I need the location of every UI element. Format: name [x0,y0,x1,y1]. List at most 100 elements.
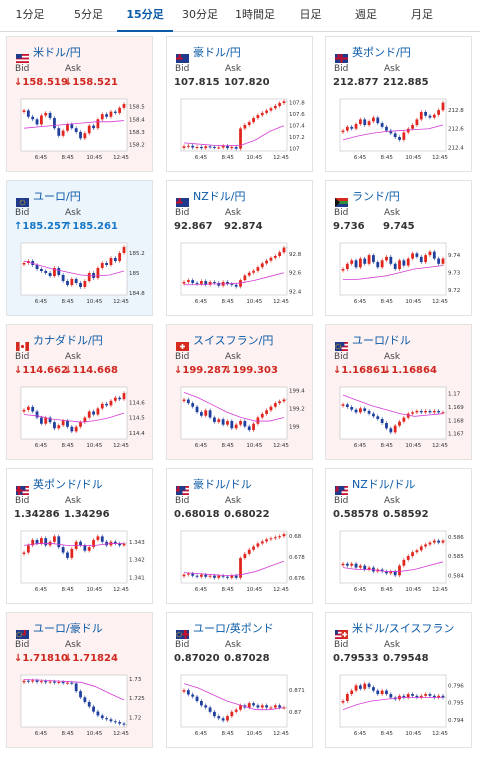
candle-body [239,280,242,287]
candle-body [243,421,247,427]
bid-price: ↓1.16861 [333,365,387,376]
mini-candlestick-chart[interactable]: 1.73 1.725 1.72 6:45 8:45 10:45 12:45 [13,671,149,745]
x-tick-label: 12:45 [273,587,289,593]
pair-name-link[interactable]: ユーロ/英ポンド [193,622,274,635]
candle-body [230,283,234,285]
candle-body [109,719,113,722]
rate-card[interactable]: ユーロ/英ポンド Bid Ask 0.87020 0.87028 0.871 0.87 6:4… [166,612,313,748]
pair-name-link[interactable]: 豪ドル/円 [193,46,241,59]
candle-body [398,565,401,576]
mini-candlestick-chart[interactable]: 158.5 158.4 158.3 158.2 6:45 8:45 10:45 12:45 [13,95,149,169]
pair-name-link[interactable]: スイスフラン/円 [193,334,274,347]
candle-body [428,115,432,118]
mini-candlestick-chart[interactable]: 1.343 1.342 1.341 6:45 8:45 10:45 12:45 [13,527,149,601]
x-tick-label: 6:45 [195,155,208,161]
pair-name-link[interactable]: 豪ドル/ドル [193,478,252,491]
ask-label: Ask [65,352,82,362]
mini-candlestick-chart[interactable]: 212.8 212.6 212.4 6:45 8:45 10:45 12:45 [332,95,468,169]
x-tick-label: 8:45 [221,587,234,593]
pair-name-link[interactable]: ユーロ/豪ドル [33,622,103,635]
rate-card[interactable]: カナダドル/円 Bid Ask ↓114.662 ↓114.668 114.6 114.5 1… [6,324,153,460]
x-tick-label: 6:45 [35,443,48,449]
candle-body [186,145,190,147]
mini-candlestick-chart[interactable]: 1.17 1.169 1.168 1.167 6:45 8:45 10:45 12:45 [332,383,468,457]
pair-name-link[interactable]: 米ドル/スイスフラン [352,622,455,635]
pair-name-link[interactable]: 英ポンド/ドル [33,478,103,491]
rate-card[interactable]: 英ポンド/ドル Bid Ask 1.34286 1.34296 1.343 1.342 1.3… [6,468,153,604]
candle-body [118,107,122,113]
rate-card[interactable]: 英ポンド/円 Bid Ask 212.877 212.885 212.8 212.6 212.… [325,36,472,172]
candle-body [437,695,441,698]
ask-price: ↑185.261 [64,221,118,232]
rate-card[interactable]: NZドル/円 Bid Ask 92.867 92.874 92.8 92.6 92.4 6:45… [166,180,313,316]
candle-body [380,569,384,572]
rate-card[interactable]: ユーロ/ドル Bid Ask ↓1.16861 ↓1.16864 1.17 1.169 1.1… [325,324,472,460]
tab-7[interactable]: 月足 [411,8,433,21]
rate-card[interactable]: スイスフラン/円 Bid Ask ↓199.287 ↓199.303 199.4 199.2… [166,324,313,460]
mini-candlestick-chart[interactable]: 92.8 92.6 92.4 6:45 8:45 10:45 12:45 [173,239,309,313]
candle-body [39,538,43,544]
rate-card[interactable]: 米ドル/円 Bid Ask ↓158.519 ↓158.521 158.5 158.4 158… [6,36,153,172]
x-tick-label: 12:45 [113,155,129,161]
x-tick-label: 10:45 [246,731,262,737]
rate-card[interactable]: 米ドル/スイスフラン Bid Ask 0.79533 0.79548 0.796 0.795… [325,612,472,748]
pair-name-link[interactable]: ユーロ/ドル [352,334,411,347]
pair-name-link[interactable]: NZドル/ドル [352,478,416,491]
candle-body [109,258,113,265]
ask-label: Ask [65,640,82,650]
candle-body [367,411,371,414]
rate-card[interactable]: ユーロ/円 Bid Ask ↑185.257 ↑185.261 185.2 185 184.8… [6,180,153,316]
candle-body [437,540,441,543]
tab-1[interactable]: 5分足 [74,8,103,21]
mini-candlestick-chart[interactable]: 9.74 9.73 9.72 6:45 8:45 10:45 12:45 [332,239,468,313]
tab-2[interactable]: 15分足 [117,0,173,32]
candle-body [191,403,195,407]
rate-card[interactable]: 豪ドル/ドル Bid Ask 0.68018 0.68022 0.68 0.678 0.676… [166,468,313,604]
plot-frame [339,386,447,440]
ask-price: 0.68022 [224,509,270,520]
mini-candlestick-chart[interactable]: 107.8 107.6 107.4 107.2 107 6:45 8:45 10:45 12:4… [173,95,309,169]
tab-6[interactable]: 週足 [355,8,377,21]
bid-price: 92.867 [174,221,213,232]
candle-body [100,403,104,409]
rate-card[interactable]: NZドル/ドル Bid Ask 0.58578 0.58592 0.586 0.585 0.5… [325,468,472,604]
bid-label: Bid [15,352,30,362]
candle-body [428,694,432,696]
bid-price: 0.79533 [333,653,379,664]
mini-candlestick-chart[interactable]: 185.2 185 184.8 6:45 8:45 10:45 12:45 [13,239,149,313]
candle-body [79,283,82,287]
pair-name-link[interactable]: 米ドル/円 [33,46,81,59]
candle-body [402,260,406,266]
pair-name-link[interactable]: NZドル/円 [193,190,246,203]
rate-card[interactable]: 豪ドル/円 Bid Ask 107.815 107.820 107.8 107.6 107.4… [166,36,313,172]
tab-4[interactable]: 1時間足 [235,8,275,21]
candle-body [278,705,282,708]
pair-name-link[interactable]: ユーロ/円 [33,190,81,203]
pair-name-link[interactable]: 英ポンド/円 [352,46,411,59]
tab-3[interactable]: 30分足 [182,8,218,21]
tab-0[interactable]: 1分足 [15,8,45,21]
bid-label: Bid [15,640,30,650]
candle-body [199,281,203,284]
candle-body [35,265,39,269]
mini-candlestick-chart[interactable]: 0.586 0.585 0.584 6:45 8:45 10:45 12:45 [332,527,468,601]
candle-body [432,540,436,543]
tab-5[interactable]: 日足 [299,8,322,21]
candle-body [419,256,423,263]
rate-card[interactable]: ユーロ/豪ドル Bid Ask ↓1.71810 ↓1.71824 1.73 1.725 1.… [6,612,153,748]
y-tick-label: 107.6 [289,112,305,118]
pair-name-link[interactable]: カナダドル/円 [33,334,103,347]
mini-candlestick-chart[interactable]: 0.871 0.87 6:45 8:45 10:45 12:45 [173,671,309,745]
moving-average-line [183,560,285,577]
candle-body [118,543,122,546]
rate-card[interactable]: ランド/円 Bid Ask 9.736 9.745 9.74 9.73 9.72 6:45 8:4… [325,180,472,316]
pair-name-link[interactable]: ランド/円 [352,190,400,203]
candle-body [358,685,362,689]
mini-candlestick-chart[interactable]: 199.4 199.2 199 6:45 8:45 10:45 12:45 [173,383,309,457]
mini-candlestick-chart[interactable]: 114.6 114.5 114.4 6:45 8:45 10:45 12:45 [13,383,149,457]
mini-candlestick-chart[interactable]: 0.796 0.795 0.794 6:45 8:45 10:45 12:45 [332,671,468,745]
candle-body [424,112,428,116]
mini-candlestick-chart[interactable]: 0.68 0.678 0.676 6:45 8:45 10:45 12:45 [173,527,309,601]
bid-label: Bid [175,64,190,74]
candle-body [252,118,255,123]
